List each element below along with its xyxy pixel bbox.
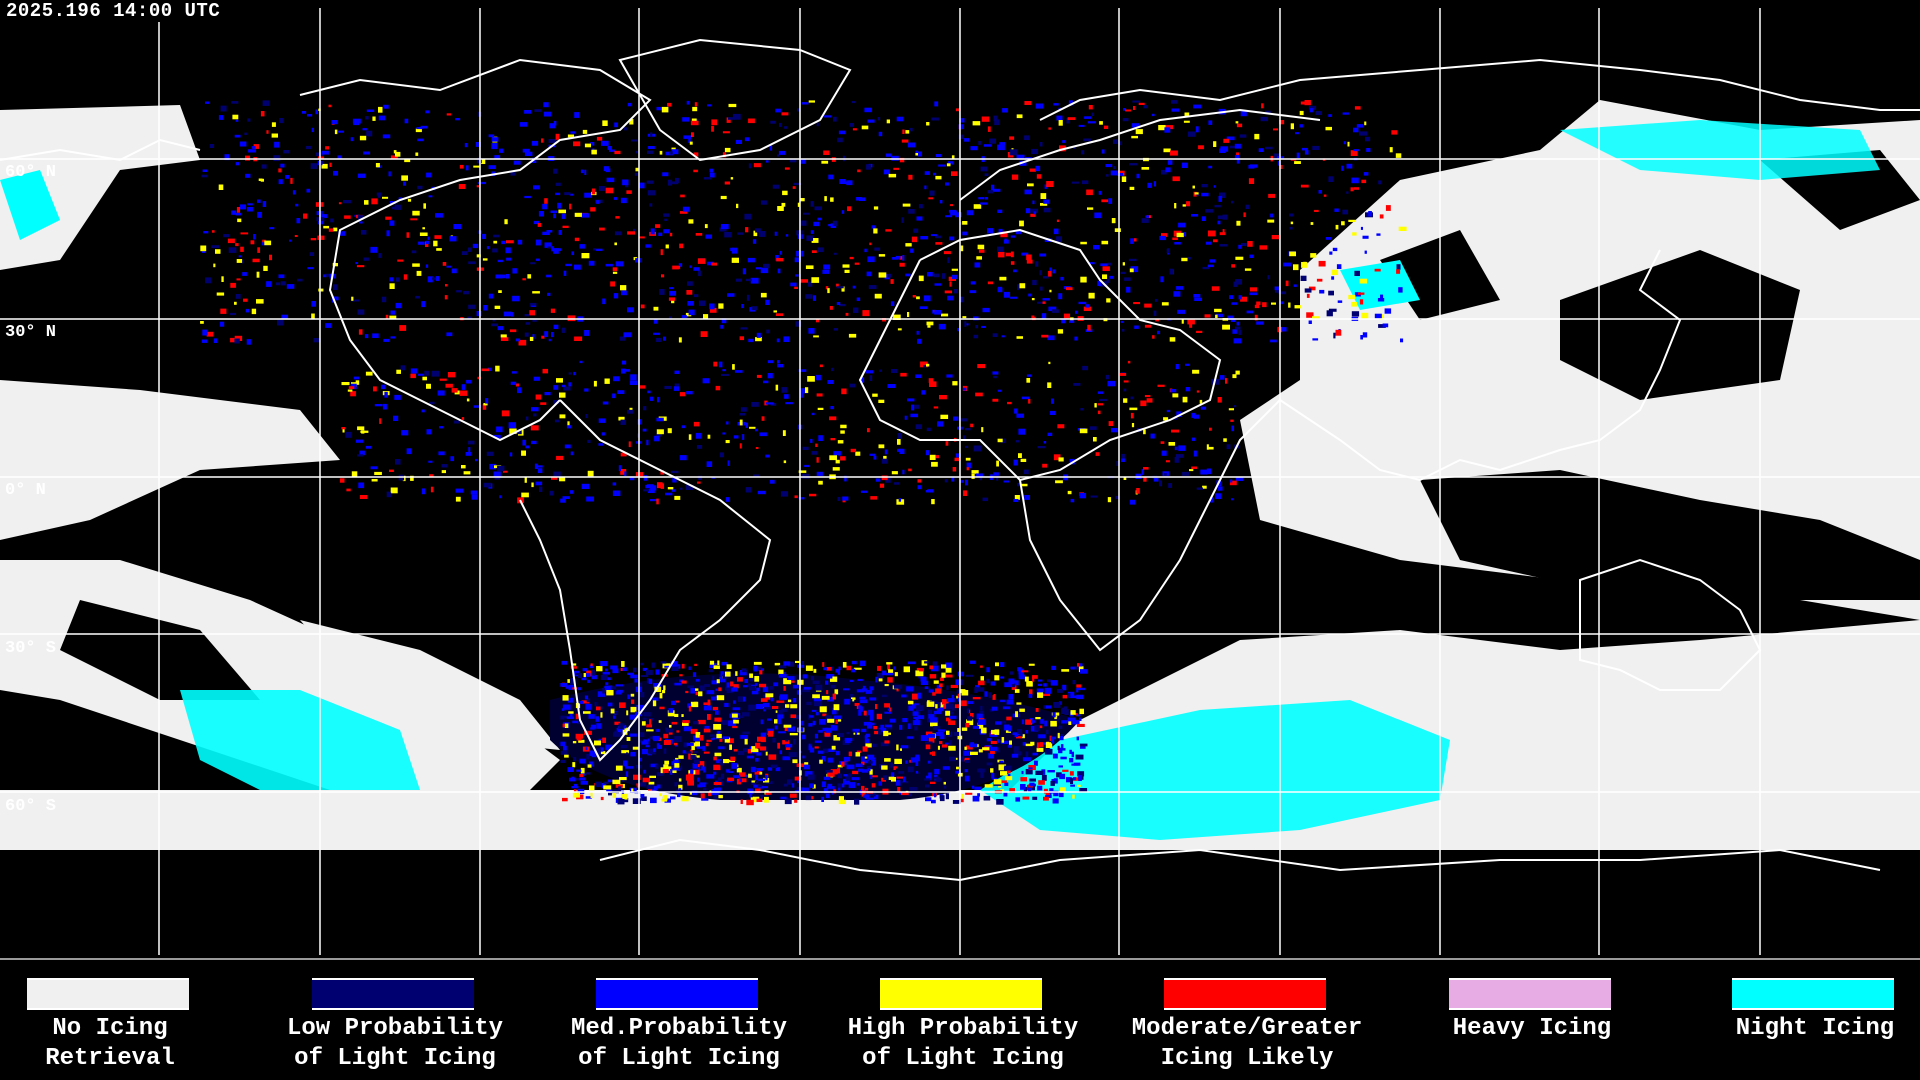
map-border	[0, 958, 1920, 960]
night-icing-areas	[0, 120, 1880, 840]
legend-label-line2: of Light Icing	[578, 1045, 780, 1072]
coastlines	[0, 38, 1920, 882]
legend-label-line1: Night Icing	[1735, 1015, 1895, 1042]
lat-label-60n: 60° N	[5, 163, 57, 182]
legend-label-line2: Icing Likely	[1160, 1045, 1334, 1072]
legend-swatch	[880, 978, 1042, 1010]
lat-lon-grid	[0, 8, 1920, 955]
legend-label: Moderate/Greater Icing Likely	[1124, 1014, 1370, 1074]
legend-label-line1: High Probability	[847, 1015, 1079, 1042]
legend-label: Low Probability of Light Icing	[272, 1014, 518, 1074]
lat-label-0n: 0° N	[5, 481, 46, 500]
legend-label-line2: of Light Icing	[862, 1045, 1064, 1072]
legend-label: Heavy Icing	[1409, 1014, 1655, 1044]
icing-probability-speckles	[200, 100, 1407, 806]
legend-swatch	[596, 978, 758, 1010]
legend-label-line1: No Icing	[52, 1015, 168, 1042]
legend-label: No Icing Retrieval	[0, 1014, 233, 1074]
legend-label-line2: Retrieval	[45, 1045, 175, 1072]
legend-label: Night Icing	[1692, 1014, 1920, 1044]
legend-swatch	[1449, 978, 1611, 1010]
legend-swatch	[312, 978, 474, 1010]
lat-label-30n: 30° N	[5, 323, 57, 342]
legend-swatch	[27, 978, 189, 1010]
legend-label: Med.Probability of Light Icing	[556, 1014, 802, 1074]
legend-label-line1: Moderate/Greater	[1131, 1015, 1363, 1042]
legend-swatch	[1164, 978, 1326, 1010]
icing-map	[0, 8, 1920, 955]
lat-label-30s: 30° S	[5, 639, 57, 658]
legend-label-line1: Low Probability	[286, 1015, 504, 1042]
timestamp: 2025.196 14:00 UTC	[3, 0, 224, 22]
legend-swatch	[1732, 978, 1894, 1010]
legend-label-line2: of Light Icing	[294, 1045, 496, 1072]
legend-label: High Probability of Light Icing	[840, 1014, 1086, 1074]
lat-label-60s: 60° S	[5, 797, 57, 816]
legend-label-line1: Med.Probability	[570, 1015, 788, 1042]
legend-label-line1: Heavy Icing	[1452, 1015, 1612, 1042]
